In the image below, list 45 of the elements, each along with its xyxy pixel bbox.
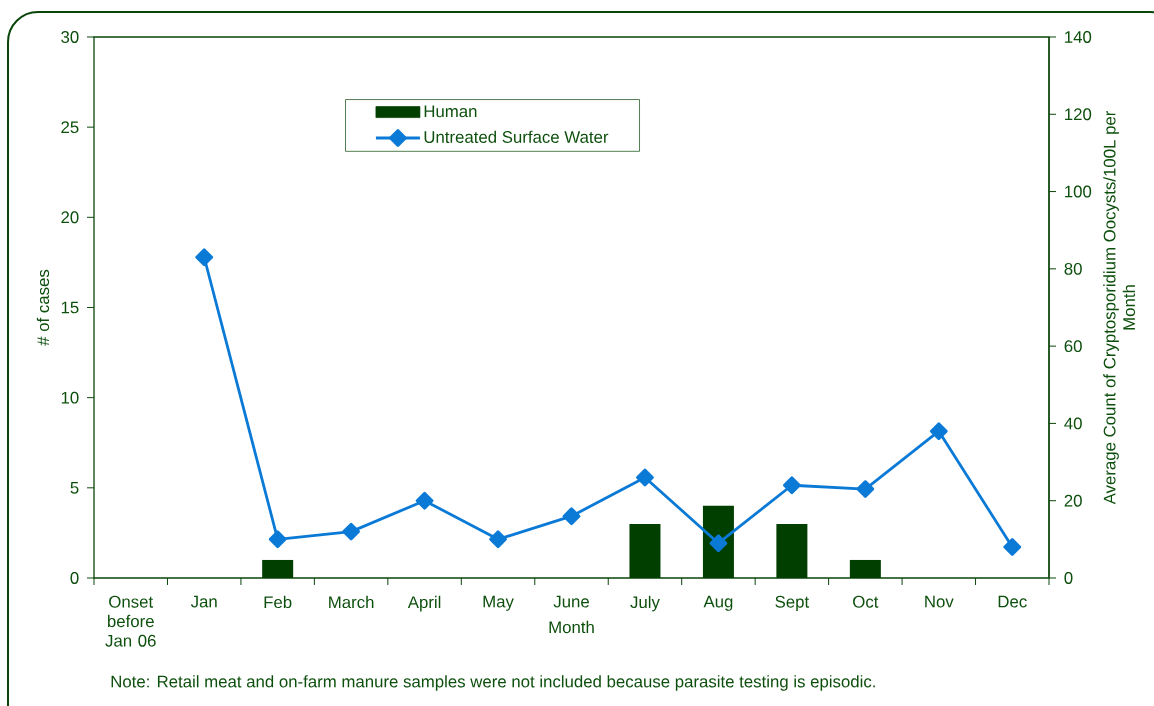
x-tick-label: April (407, 595, 441, 612)
legend-label: Untreated Surface Water (424, 130, 609, 143)
point (782, 476, 801, 495)
y-axis-title: # of cases (36, 269, 50, 346)
point (195, 248, 214, 267)
point (856, 480, 875, 498)
y2-axis-title: Average Count of Cryptosporidium Oocysts/100L per Month (1103, 110, 1136, 505)
x-tick-label: March (329, 595, 374, 609)
legend-label: Human (424, 105, 477, 118)
x-tick-label: Nov (925, 595, 954, 608)
x-tick-label: Dec (998, 595, 1027, 608)
x-tick-label: Oct (853, 595, 879, 608)
y2-tick-label: 40 (1064, 417, 1082, 430)
y-tick-label: 25 (61, 121, 79, 134)
point (636, 468, 654, 487)
y-tick-label: 5 (70, 481, 79, 494)
x-tick-label: May (483, 595, 514, 611)
x-tick-label: July (630, 595, 660, 612)
point (342, 522, 361, 541)
y2-tick-label: 0 (1064, 572, 1073, 584)
y2-tick-label: 120 (1065, 108, 1092, 121)
text: Note: Retail meat and on-farm manure samples were not included because parasite testing is episodic. (111, 675, 875, 691)
x-tick-label: Onset before Jan 06 (105, 595, 156, 647)
x-axis-title: Month (549, 620, 594, 634)
y2-tick-label: 140 (1065, 31, 1092, 43)
y2-tick-label: 60 (1064, 340, 1082, 353)
y2-tick-label: 100 (1065, 185, 1092, 198)
point (489, 530, 507, 549)
point (268, 530, 287, 549)
y2-tick-label: 80 (1064, 262, 1082, 275)
point (415, 491, 434, 510)
y2-tick-label: 20 (1064, 494, 1082, 507)
y-tick-label: 10 (61, 391, 79, 404)
y-tick-label: 0 (70, 572, 79, 584)
y-tick-label: 30 (61, 31, 79, 43)
point (562, 507, 581, 526)
x-tick-label: June (553, 595, 589, 608)
point (1003, 538, 1022, 556)
x-tick-label: Aug (703, 595, 733, 611)
y-tick-label: 15 (61, 301, 79, 314)
x-tick-label: Jan (190, 595, 217, 608)
y-tick-label: 20 (61, 211, 79, 224)
x-tick-label: Sept (775, 595, 810, 611)
point (929, 422, 948, 441)
x-tick-label: Feb (264, 595, 292, 609)
